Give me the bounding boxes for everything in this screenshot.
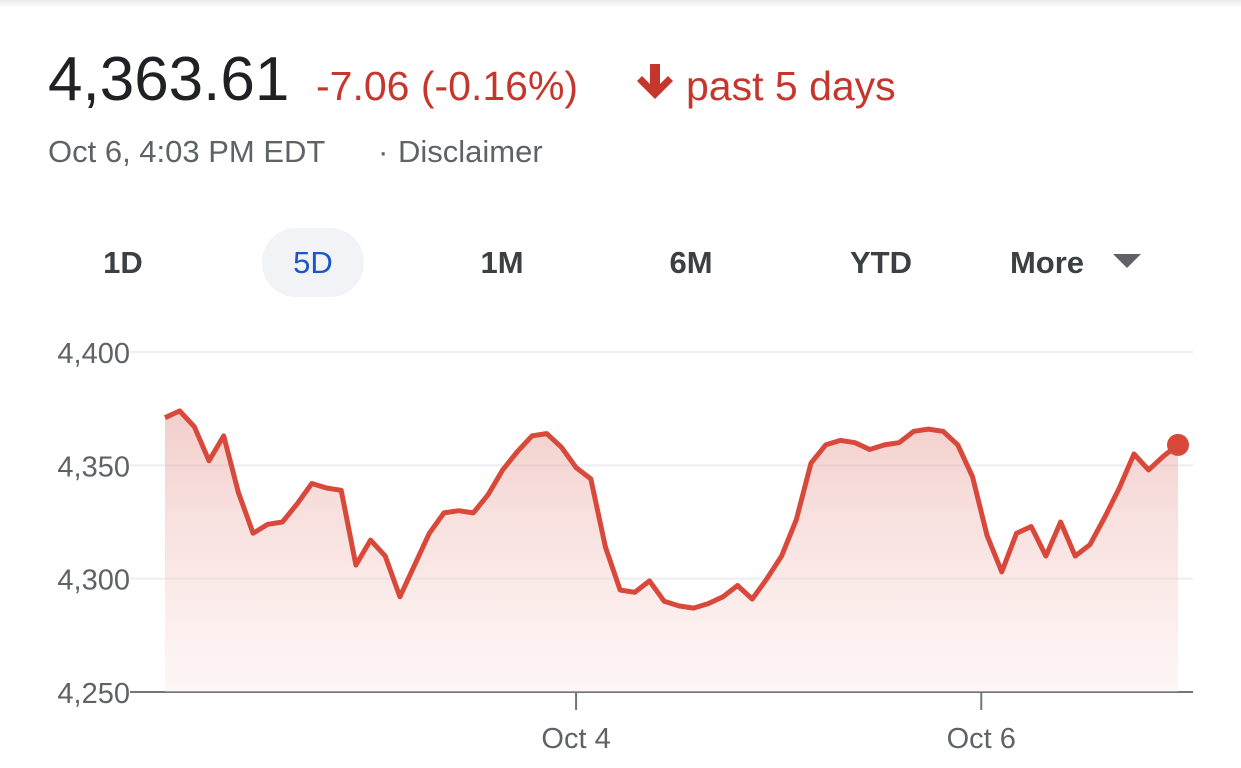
price-line (163, 408, 1180, 611)
tab[interactable]: 5D (293, 245, 333, 280)
dropdown-caret (1113, 254, 1141, 268)
change: -7.06 (-0.16%) (316, 63, 578, 109)
area (165, 410, 1178, 692)
tab[interactable]: More (1010, 245, 1084, 280)
tab[interactable]: 6M (669, 245, 712, 280)
range-tabs: 1D 5D 1M 6M YTD More (103, 228, 1141, 297)
x-tick-label: Oct 4 (541, 723, 610, 755)
y-tick-label: 4,250 (57, 678, 130, 710)
separator: · (378, 134, 388, 169)
y-tick-label: 4,350 (57, 451, 130, 483)
last-point (1167, 433, 1189, 456)
disclaimer-link[interactable]: Disclaimer (398, 134, 543, 169)
tab[interactable]: 1D (103, 245, 143, 280)
timestamp: Oct 6, 4:03 PM EDT (48, 134, 325, 169)
down-arrow (637, 64, 673, 99)
plot: 4,250 4,300 4,350 4,400 Oct 4 Oct 6 (57, 338, 1193, 755)
period: past 5 days (686, 63, 896, 109)
tab-highlight (262, 228, 364, 297)
y-tick-label: 4,300 (57, 565, 130, 597)
price: 4,363.61 (48, 45, 289, 114)
tab[interactable]: 1M (480, 245, 523, 280)
top-shadow (0, 0, 1241, 8)
x-tick-label: Oct 6 (947, 723, 1016, 755)
tab[interactable]: YTD (850, 245, 912, 280)
y-tick-label: 4,400 (57, 338, 130, 370)
